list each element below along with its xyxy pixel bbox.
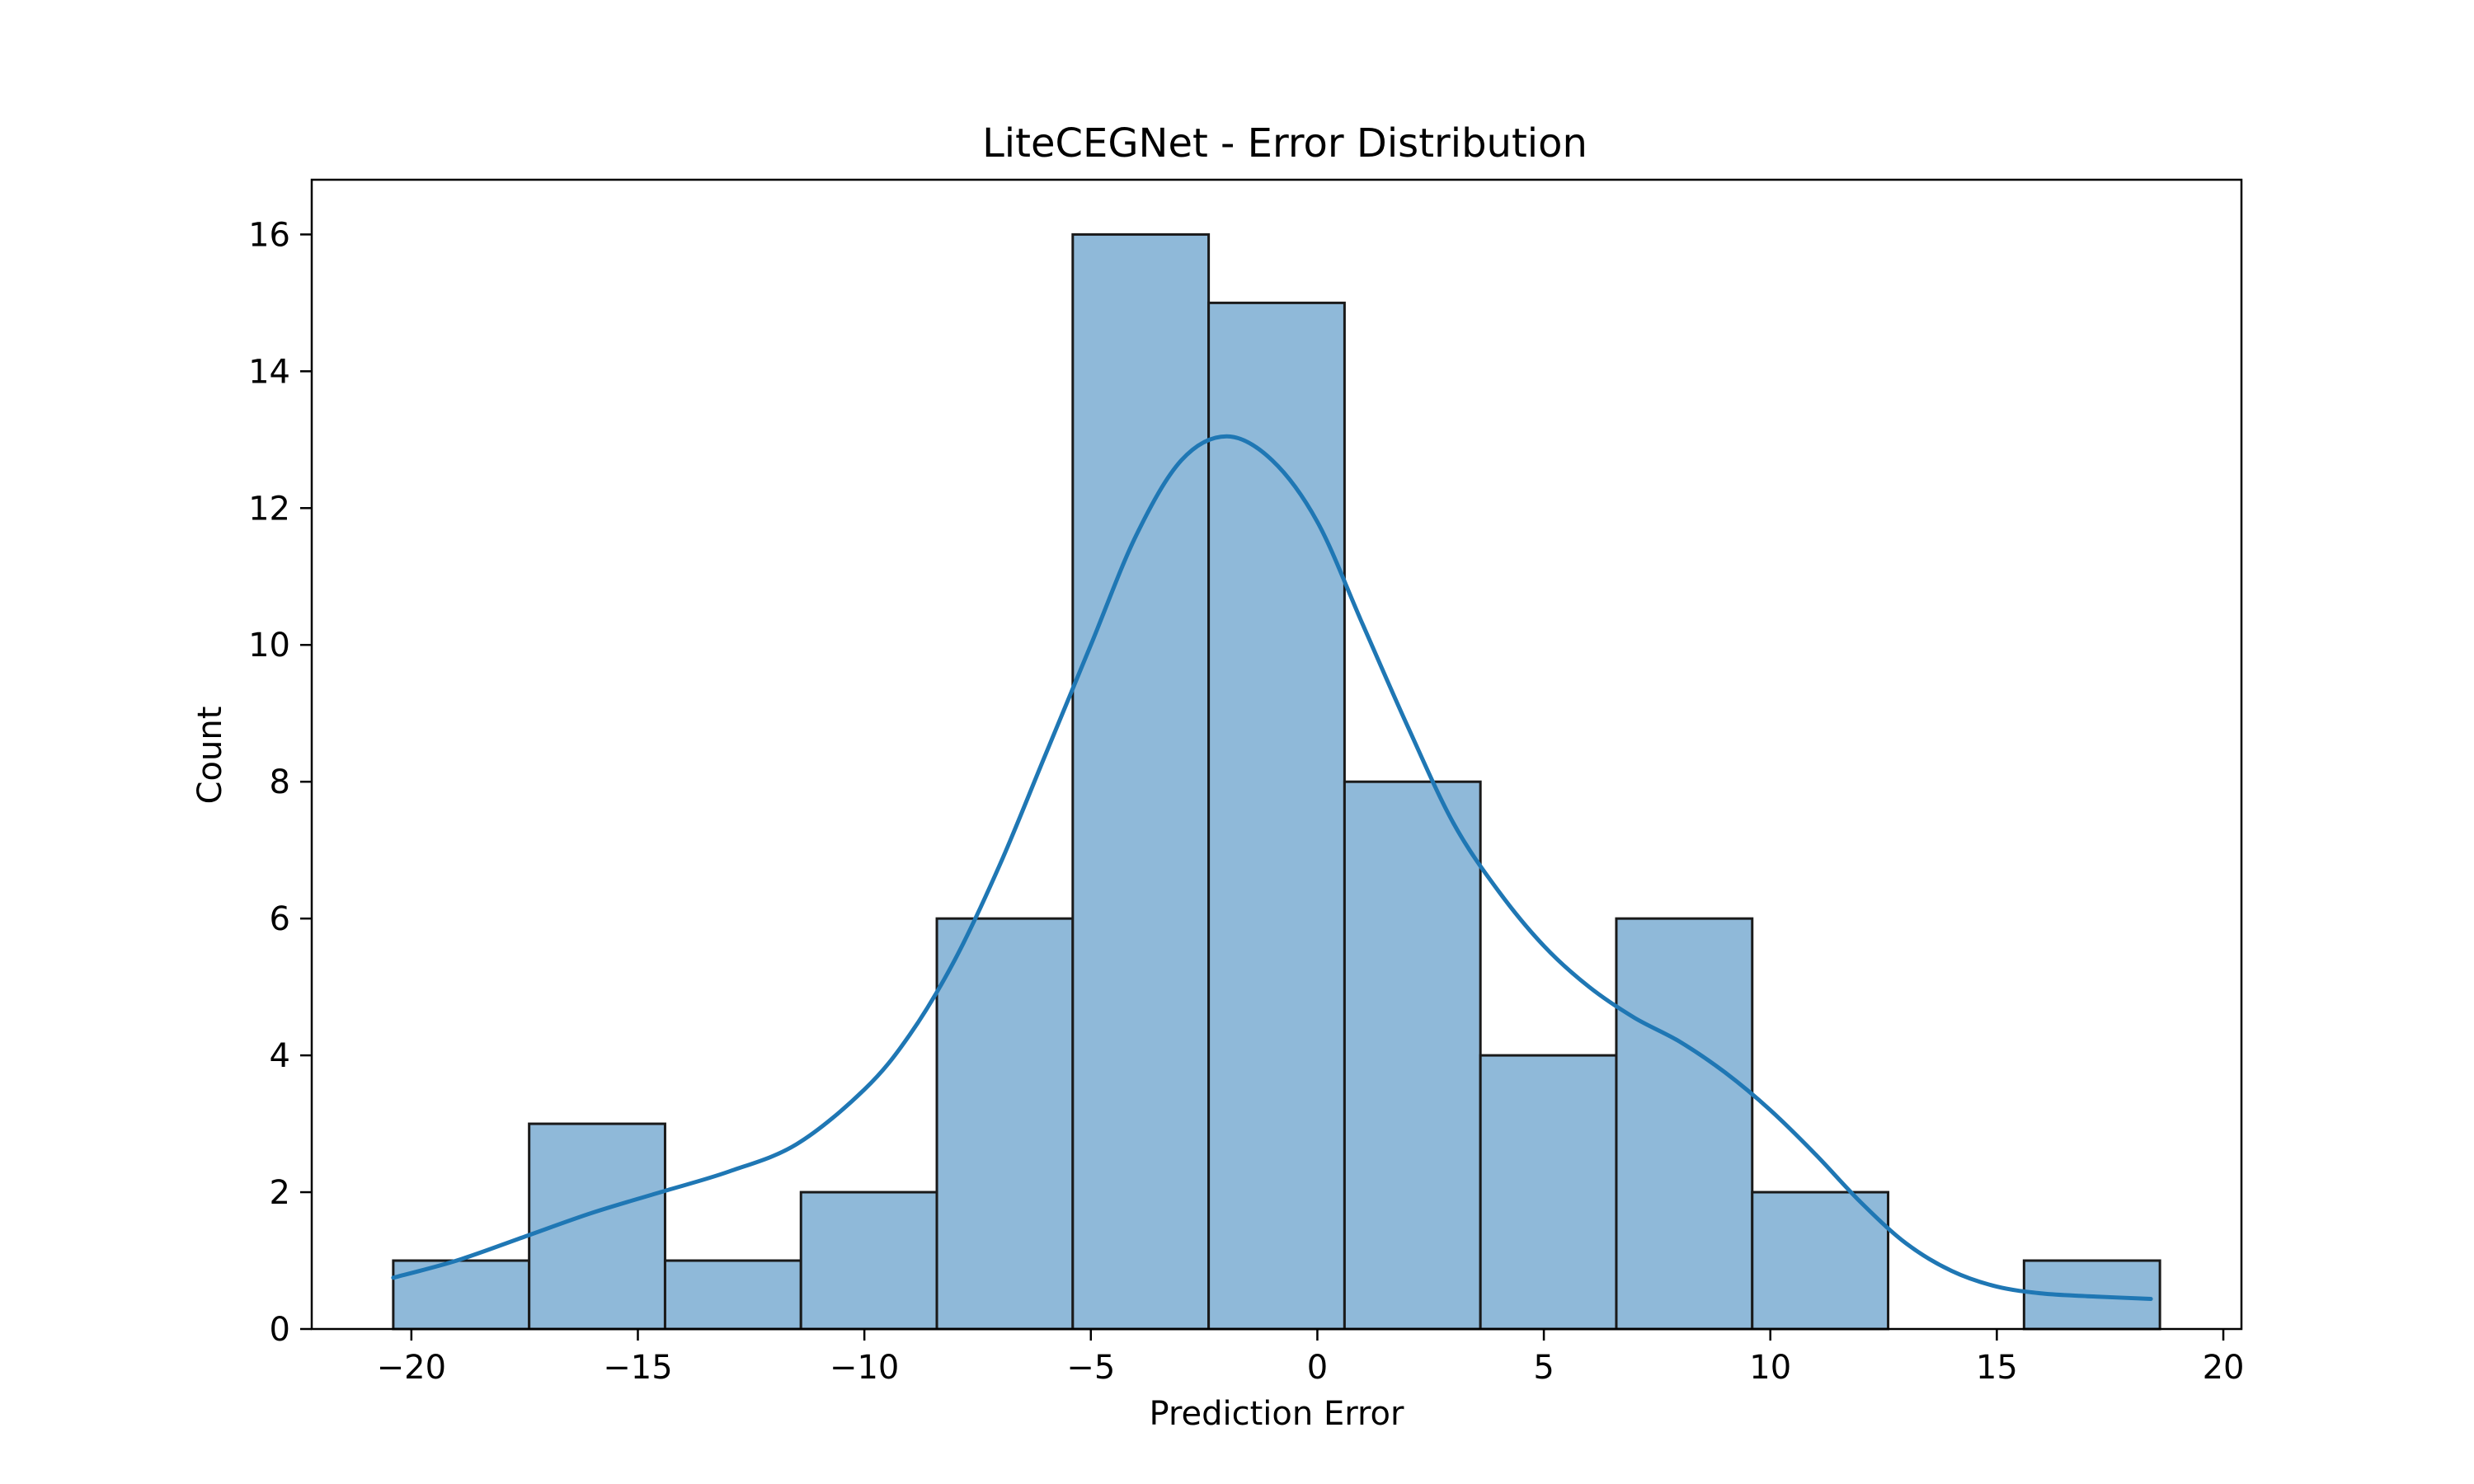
histogram-bar <box>1207 301 1346 1331</box>
y-tick-label: 8 <box>270 763 290 801</box>
histogram-bar <box>935 917 1075 1331</box>
kde-line <box>391 434 2153 1301</box>
x-tick-label: −20 <box>377 1349 446 1387</box>
y-tick-label: 10 <box>248 627 290 665</box>
y-tick-label: 4 <box>270 1037 290 1075</box>
y-tick-label: 12 <box>248 490 290 528</box>
histogram-bar <box>1751 1190 1890 1331</box>
y-axis-label: Count <box>191 707 229 805</box>
x-tick-label: 0 <box>1307 1349 1328 1387</box>
y-tick-label: 0 <box>270 1311 290 1349</box>
axis-ticks: −20 −15 −10 −5 0 5 10 15 20 0 2 4 6 8 10 12 14 16 <box>248 216 2244 1387</box>
x-tick-label: −15 <box>603 1349 672 1387</box>
x-tick-label: 5 <box>1533 1349 1554 1387</box>
histogram-bar <box>1071 232 1211 1331</box>
histogram-bars <box>392 232 2161 1331</box>
histogram-bar <box>663 1259 802 1331</box>
y-tick-label: 6 <box>270 900 290 938</box>
x-axis-label: Prediction Error <box>1150 1395 1404 1433</box>
x-tick-label: 15 <box>1976 1349 2018 1387</box>
histogram-bar <box>1479 1054 1618 1331</box>
y-tick-label: 2 <box>270 1174 290 1212</box>
histogram-bar <box>1615 917 1754 1331</box>
y-tick-label: 16 <box>248 216 290 254</box>
x-tick-label: −5 <box>1066 1349 1115 1387</box>
chart-title: LiteCEGNet - Error Distribution <box>982 120 1587 167</box>
histogram-bar <box>799 1190 938 1331</box>
plot-frame <box>310 178 2243 1331</box>
kde-curve-group <box>391 434 2153 1301</box>
histogram-bar <box>1343 780 1482 1331</box>
y-tick-label: 14 <box>248 353 290 391</box>
x-tick-label: −10 <box>830 1349 899 1387</box>
x-tick-label: 10 <box>1749 1349 1791 1387</box>
x-tick-label: 20 <box>2203 1349 2245 1387</box>
